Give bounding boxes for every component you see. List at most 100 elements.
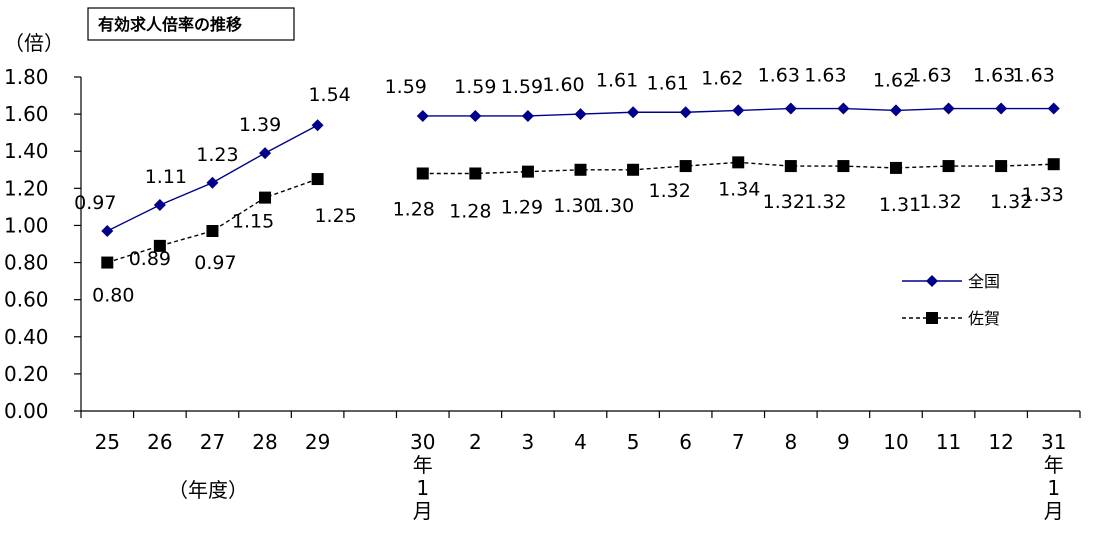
data-point-saga (942, 160, 955, 173)
data-label-national: 1.61 (596, 69, 638, 91)
data-point-saga (1047, 158, 1060, 171)
data-label-saga: 1.15 (232, 211, 274, 233)
data-point-national (1047, 102, 1060, 115)
x-tick-label: 10 (883, 430, 908, 454)
data-label-saga: 1.30 (592, 195, 634, 217)
y-tick-label: 1.40 (4, 139, 49, 163)
data-label-saga: 1.31 (879, 194, 921, 216)
data-label-national: 1.63 (758, 65, 800, 87)
data-label-national: 1.63 (909, 65, 951, 87)
data-point-national (101, 225, 114, 238)
data-label-national: 1.54 (308, 84, 350, 106)
data-point-saga (784, 160, 797, 173)
data-label-saga: 0.80 (92, 285, 134, 307)
data-point-national (574, 108, 587, 121)
data-point-saga (153, 239, 166, 252)
data-point-saga (732, 156, 745, 169)
data-point-saga (679, 160, 692, 173)
y-tick-label: 0.00 (4, 399, 49, 423)
data-label-national: 1.61 (647, 72, 689, 94)
y-tick-label: 1.20 (4, 176, 49, 200)
data-label-national: 0.97 (74, 192, 116, 214)
data-point-saga (416, 167, 429, 180)
data-point-national (521, 109, 534, 122)
x-tick-label: 27 (200, 430, 225, 454)
x-tick-label: 29 (305, 430, 330, 454)
data-point-national (889, 104, 902, 117)
data-label-saga: 1.32 (649, 180, 691, 202)
data-point-saga (995, 160, 1008, 173)
data-label-saga: 1.32 (990, 191, 1032, 213)
data-label-saga: 1.32 (919, 191, 961, 213)
data-point-national (784, 102, 797, 115)
data-point-saga (259, 191, 272, 204)
data-label-national: 1.63 (973, 65, 1015, 87)
x-tick-label: 月 (413, 499, 433, 523)
data-label-saga: 1.28 (393, 198, 435, 220)
legend-marker-national (926, 275, 938, 287)
title-box (87, 7, 295, 41)
data-point-national (942, 102, 955, 115)
data-label-national: 1.63 (1013, 65, 1055, 87)
x-tick-label: 1 (1047, 476, 1060, 500)
x-tick-label: 31 (1041, 430, 1066, 454)
series-line-saga (107, 178, 318, 264)
data-label-national: 1.60 (542, 74, 584, 96)
data-label-saga: 1.28 (449, 200, 491, 222)
data-point-saga (311, 173, 324, 186)
x-tick-label: 30 (410, 430, 435, 454)
data-label-saga: 1.32 (804, 191, 846, 213)
x-tick-label: 4 (574, 430, 587, 454)
data-label-saga: 1.29 (501, 197, 543, 219)
x-tick-label: 3 (522, 430, 535, 454)
data-point-national (259, 147, 272, 160)
x-tick-label: 25 (95, 430, 120, 454)
legend-label-national: 全国 (968, 272, 1000, 291)
x-tick-label: 年 (413, 453, 433, 477)
data-point-national (732, 104, 745, 117)
data-label-saga: 1.30 (553, 195, 595, 217)
data-point-national (679, 106, 692, 119)
y-unit-label: （倍） (4, 31, 64, 55)
x-tick-label: 8 (784, 430, 797, 454)
data-label-national: 1.62 (701, 67, 743, 89)
data-label-saga: 1.34 (718, 178, 760, 200)
data-point-saga (469, 167, 482, 180)
x-tick-label: 1 (416, 476, 429, 500)
x-tick-label: 年 (1044, 453, 1064, 477)
data-label-national: 1.63 (804, 65, 846, 87)
data-label-saga: 0.89 (129, 248, 171, 270)
data-point-national (206, 176, 219, 189)
x-tick-label: 26 (147, 430, 172, 454)
y-tick-label: 1.80 (4, 65, 49, 89)
x-tick-label: 5 (627, 430, 640, 454)
y-tick-label: 1.60 (4, 102, 49, 126)
data-point-national (416, 109, 429, 122)
data-point-saga (574, 163, 587, 176)
y-tick-label: 0.40 (4, 325, 49, 349)
y-tick-label: 0.20 (4, 362, 49, 386)
data-label-saga: 1.32 (763, 191, 805, 213)
data-labels: 0.971.111.231.391.54 1.59 1.59 1.59 1.60 1.61… (74, 65, 1064, 307)
x-tick-label: 12 (988, 430, 1013, 454)
x-tick-label: 28 (252, 430, 277, 454)
data-point-saga (837, 160, 850, 173)
data-label-national: 1.62 (873, 69, 915, 91)
data-point-saga (101, 256, 114, 269)
y-tick-label: 0.60 (4, 288, 49, 312)
y-tick-label: 0.80 (4, 251, 49, 275)
legend-label-saga: 佐賀 (968, 309, 1000, 328)
data-label-national: 1.39 (239, 114, 281, 136)
data-point-national (837, 102, 850, 115)
data-point-national (311, 119, 324, 132)
data-label-national: 1.59 (454, 76, 496, 98)
fiscal-year-label: （年度） (168, 478, 248, 502)
x-tick-label: 6 (679, 430, 692, 454)
data-point-national (153, 199, 166, 212)
data-point-national (627, 106, 640, 119)
y-tick-label: 1.00 (4, 213, 49, 237)
data-label-saga: 0.97 (194, 252, 236, 274)
